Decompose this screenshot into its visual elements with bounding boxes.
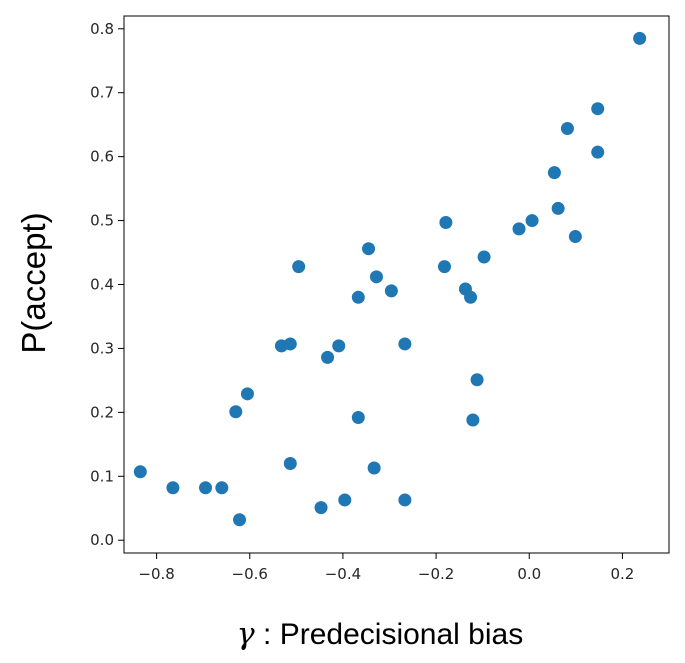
data-point — [560, 122, 574, 136]
data-point — [439, 215, 453, 229]
data-point — [314, 501, 328, 515]
data-point — [283, 457, 297, 470]
y-tick-label: 0.8 — [90, 20, 114, 38]
x-axis-title-text: : Predecisional bias — [255, 618, 523, 651]
x-tick-label: −0.4 — [325, 565, 361, 583]
data-point — [477, 250, 491, 264]
x-tick-label: −0.8 — [138, 565, 174, 583]
x-tick-label: 0.0 — [517, 565, 541, 583]
data-point — [384, 284, 398, 298]
y-axis-title: P(accept) — [15, 212, 52, 353]
x-tick-label: 0.2 — [610, 565, 634, 583]
data-point — [398, 493, 412, 507]
data-point — [133, 465, 147, 479]
x-tick-label: −0.2 — [418, 565, 454, 583]
data-point — [398, 337, 412, 351]
x-axis-symbol: γ — [237, 617, 255, 652]
data-point — [470, 373, 484, 387]
data-point — [367, 461, 381, 475]
data-point — [215, 481, 229, 495]
x-axis-ticks: −0.8 −0.6 −0.4 −0.2 0.0 0.2 — [138, 553, 634, 583]
data-point — [351, 410, 365, 424]
y-tick-label: 0.0 — [90, 531, 114, 549]
data-points — [133, 31, 647, 527]
y-tick-label: 0.1 — [90, 467, 114, 485]
y-axis-ticks: 0.0 0.1 0.2 0.3 0.4 0.5 0.6 0.7 0.8 — [90, 20, 124, 549]
data-point — [466, 413, 480, 427]
data-point — [338, 493, 352, 507]
data-point — [369, 270, 383, 284]
plot-frame — [123, 15, 670, 554]
data-point — [351, 290, 365, 304]
y-tick-label: 0.5 — [90, 212, 114, 230]
data-point — [362, 242, 376, 256]
y-tick-label: 0.3 — [90, 339, 114, 357]
data-point — [547, 166, 561, 180]
data-point — [321, 350, 335, 364]
data-point — [568, 230, 582, 244]
x-axis-title: γ : Predecisional bias — [237, 617, 523, 652]
data-point — [437, 260, 451, 274]
data-point — [633, 31, 647, 45]
data-point — [283, 337, 297, 351]
data-point — [229, 405, 243, 419]
data-point — [525, 214, 539, 228]
data-point — [512, 222, 526, 236]
x-tick-label: −0.6 — [232, 565, 268, 583]
data-point — [591, 102, 605, 116]
data-point — [332, 339, 346, 353]
data-point — [591, 145, 605, 159]
data-point — [199, 481, 213, 495]
data-point — [464, 290, 478, 304]
y-tick-label: 0.2 — [90, 403, 114, 421]
data-point — [166, 481, 180, 495]
data-point — [292, 260, 306, 274]
y-tick-label: 0.7 — [90, 84, 114, 102]
y-tick-label: 0.6 — [90, 148, 114, 166]
y-tick-label: 0.4 — [90, 276, 114, 294]
data-point — [551, 201, 565, 215]
data-point — [240, 387, 254, 401]
data-point — [233, 513, 247, 527]
